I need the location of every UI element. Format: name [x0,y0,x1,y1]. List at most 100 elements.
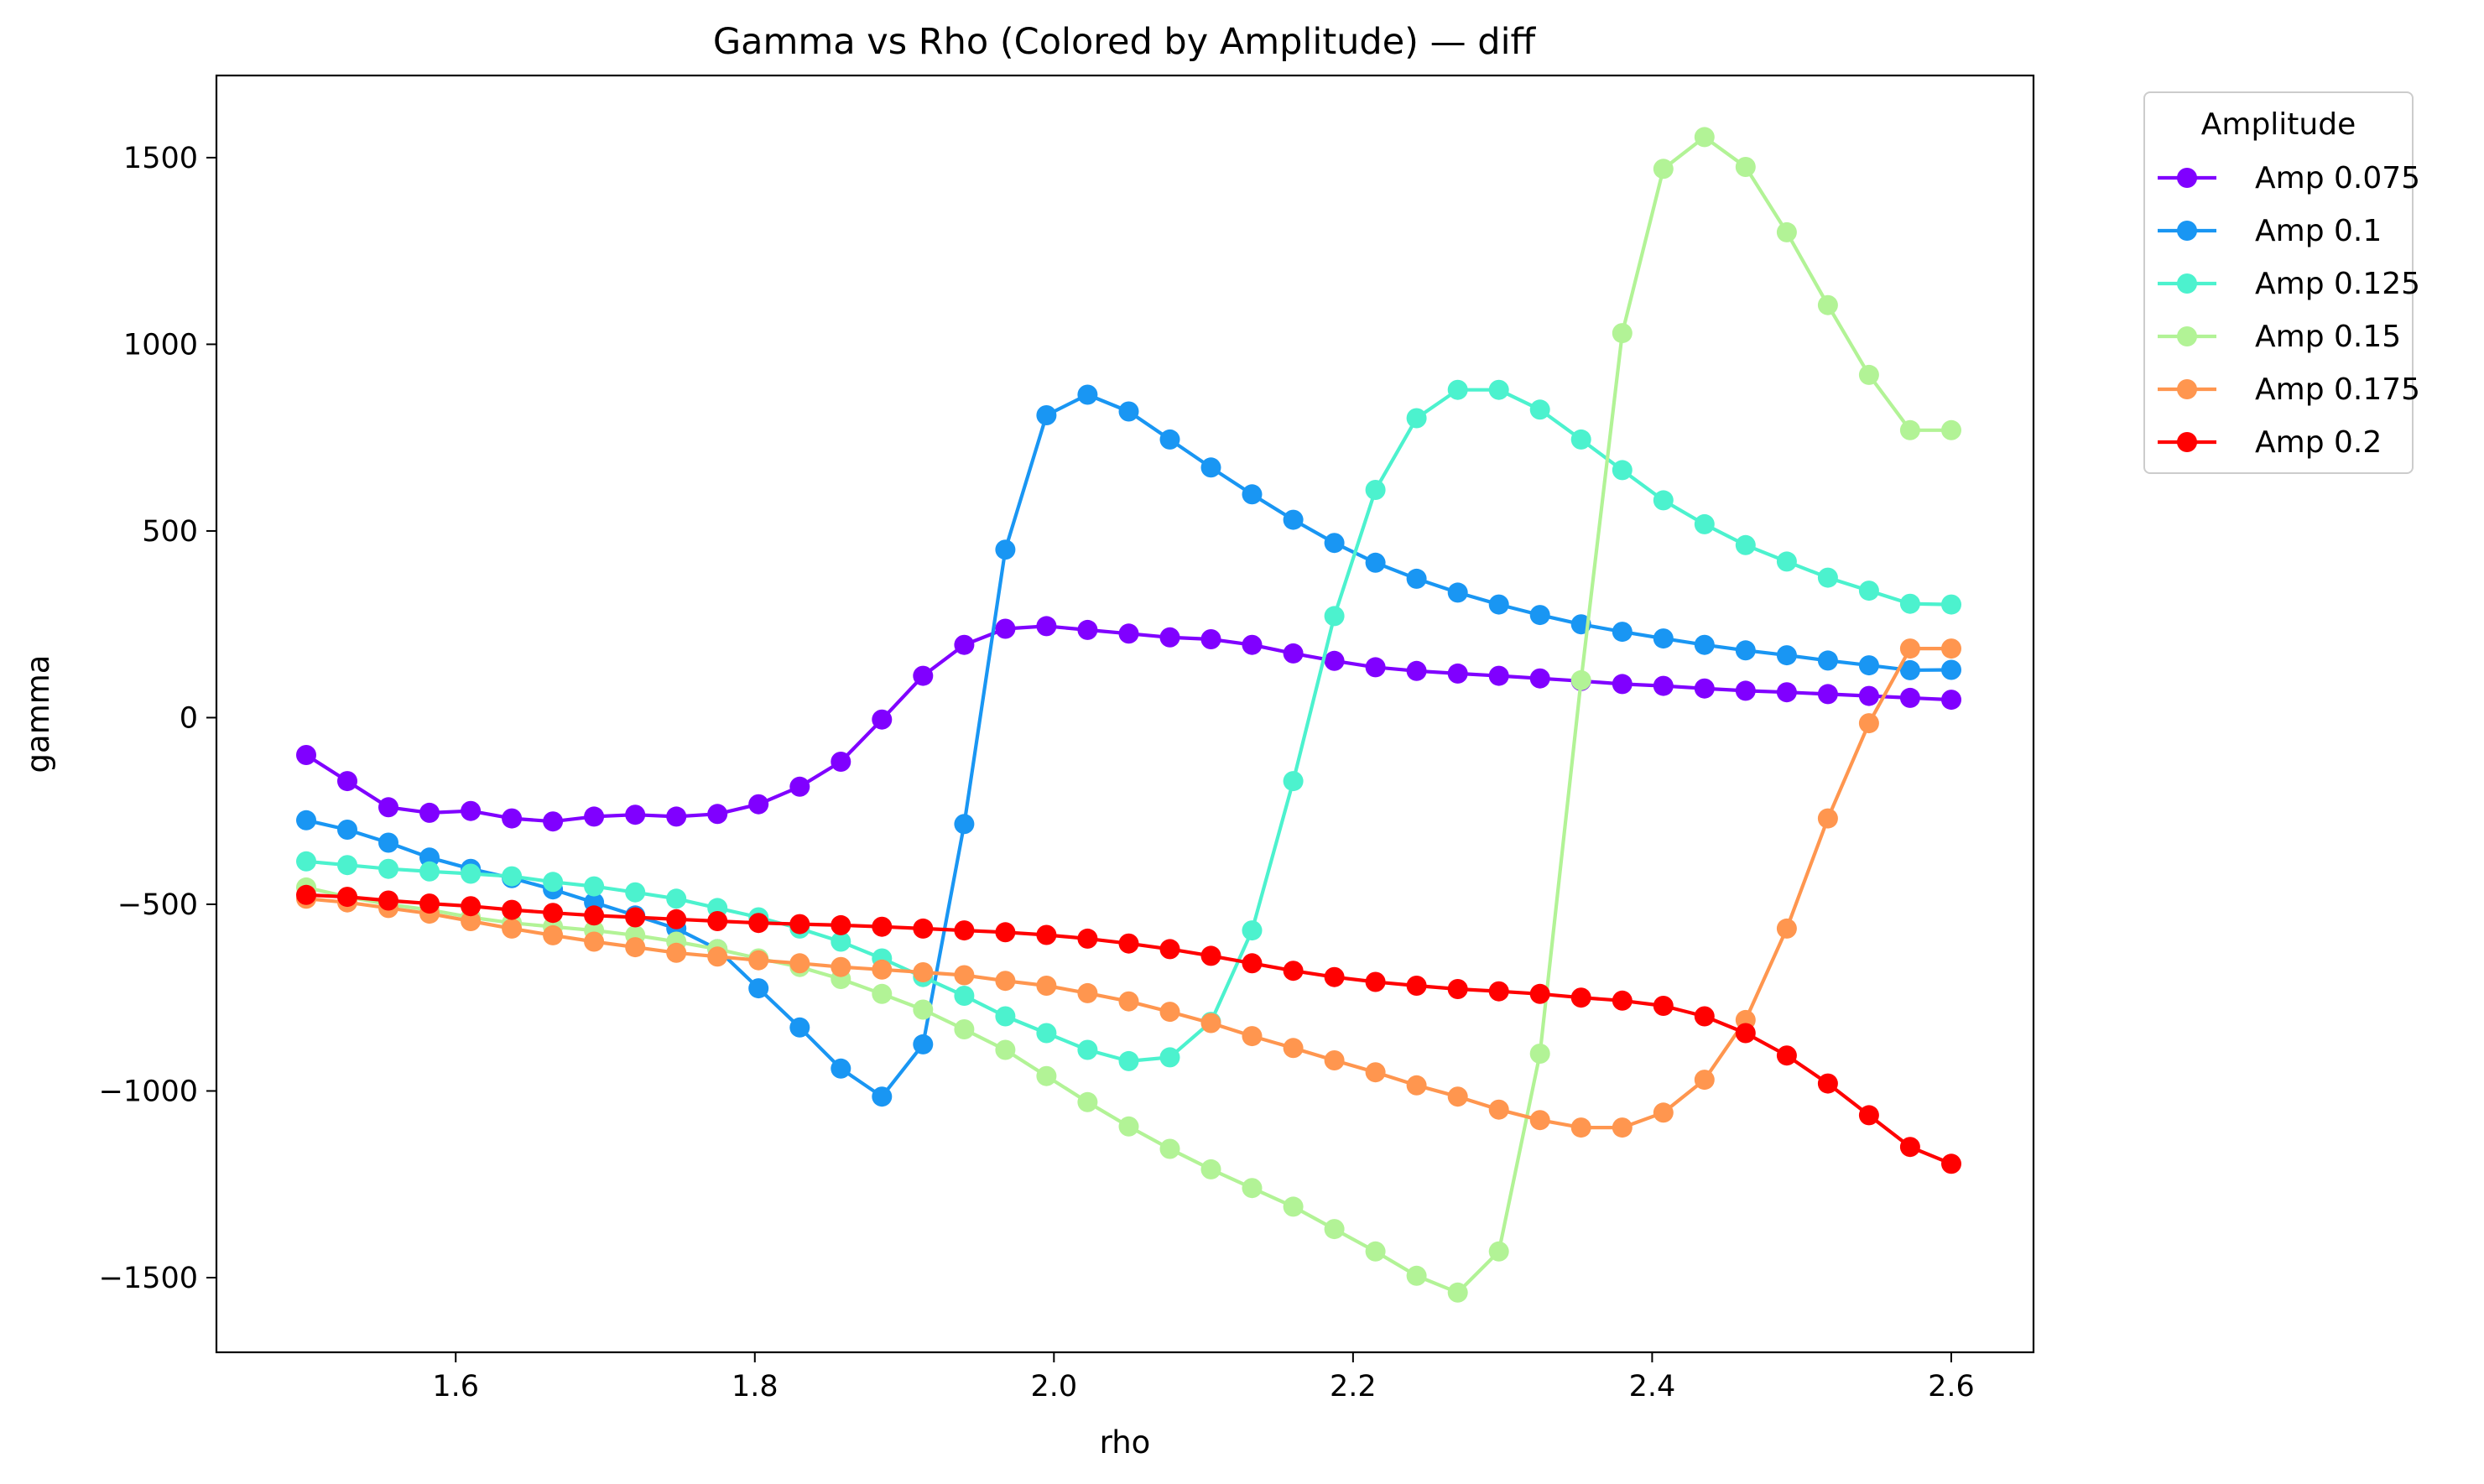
data-point [502,808,523,829]
legend-label: Amp 0.175 [2255,372,2420,407]
data-point [461,911,482,931]
data-point [789,776,810,797]
data-point [1242,634,1263,655]
data-point [1529,1044,1550,1064]
series-group [296,127,1961,1303]
data-point [1570,1117,1591,1138]
legend-item: Amp 0.1 [2158,214,2382,248]
legend-label: Amp 0.2 [2255,425,2382,460]
legend-item: Amp 0.175 [2158,372,2420,407]
data-point [543,872,564,893]
data-point [1118,401,1139,422]
data-point [1077,1091,1098,1112]
data-point [461,800,482,821]
data-point [1941,1153,1961,1174]
data-point [419,893,440,914]
data-point [1406,1265,1427,1286]
y-tick-label: 0 [180,701,198,735]
data-point [625,882,646,903]
data-point [1817,650,1838,671]
data-point [913,999,934,1020]
data-point [995,618,1016,639]
data-point [461,896,482,917]
y-tick-label: 1500 [123,142,198,175]
x-tick-label: 2.6 [1928,1370,1975,1403]
data-point [872,709,893,730]
x-tick-label: 1.8 [732,1370,779,1403]
data-point [872,1086,893,1107]
data-point [1817,684,1838,705]
data-point [1735,534,1756,555]
data-point [1077,982,1098,1003]
data-point [748,978,769,999]
data-point [1118,933,1139,954]
data-point [1365,552,1386,573]
data-point [1612,323,1633,344]
data-point [1735,680,1756,701]
data-point [584,806,605,827]
chart-title: Gamma vs Rho (Colored by Amplitude) — di… [713,21,1537,63]
data-point [748,794,769,815]
data-point [419,802,440,823]
data-point [831,752,851,772]
data-point [1570,987,1591,1008]
data-point [707,946,728,967]
data-point [1941,690,1961,711]
y-tick-label: −500 [117,888,198,922]
data-point [1858,713,1879,734]
data-point [666,806,687,827]
data-point [1159,1002,1180,1023]
data-point [1735,157,1756,177]
legend-title: Amplitude [2201,107,2356,142]
data-point [1283,771,1304,792]
data-point [337,771,357,792]
data-point [1776,682,1797,703]
data-point [1817,808,1838,829]
data-point [1283,509,1304,530]
data-point [1653,1102,1674,1123]
data-point [1242,1178,1263,1199]
data-point [1406,660,1427,681]
data-point [419,847,440,868]
data-point [1324,606,1345,627]
data-point [872,983,893,1004]
data-point [1941,594,1961,615]
legend-marker-swatch [2177,432,2197,452]
data-point [1324,1219,1345,1240]
data-point [831,1058,851,1079]
legend-label: Amp 0.1 [2255,214,2382,248]
data-point [995,1039,1016,1060]
data-point [1365,971,1386,992]
data-point [1365,1062,1386,1083]
series-amp-0_1 [296,384,1961,1107]
data-point [1858,1105,1879,1126]
data-point [543,903,564,924]
data-point [1200,1013,1221,1034]
data-point [1200,945,1221,966]
data-point [1365,480,1386,500]
data-point [1406,408,1427,429]
data-point [707,911,728,931]
data-point [666,909,687,929]
data-point [1324,966,1345,987]
data-point [1324,533,1345,554]
data-point [584,905,605,926]
data-point [625,804,646,825]
data-point [831,931,851,952]
y-axis: −1500 −1000 −500 0 500 1000 1500 [99,142,216,1295]
data-point [1529,1110,1550,1131]
data-point [1529,983,1550,1004]
data-point [337,887,357,908]
data-point [1694,1006,1715,1027]
legend-label: Amp 0.125 [2255,267,2420,301]
data-point [872,916,893,937]
y-tick-label: 1000 [123,328,198,362]
data-point [913,962,934,982]
data-point [1283,643,1304,664]
data-point [1653,159,1674,180]
data-point [1899,593,1920,614]
data-point [1694,1070,1715,1091]
data-point [1242,953,1263,974]
